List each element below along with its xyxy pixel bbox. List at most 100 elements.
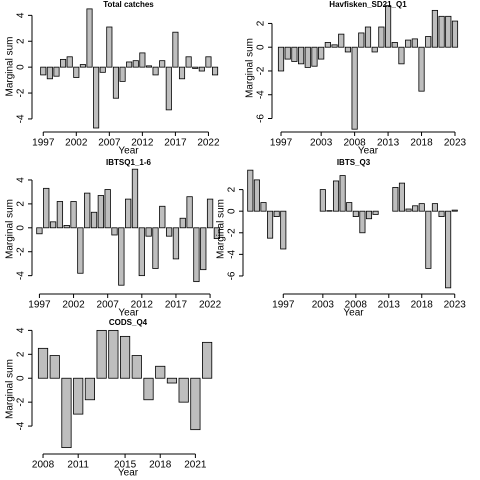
bar [63,225,70,229]
y-axis-label: Marginal sum [5,359,16,419]
bar [179,217,186,229]
bar [172,31,179,68]
bar [351,46,358,130]
bar [126,61,133,68]
bar [165,227,173,237]
bar [178,66,186,80]
bar [152,66,159,76]
x-axis-label: Year [343,308,364,319]
bar [159,60,166,68]
bar [61,377,72,449]
y-tick-label: 4 [16,327,27,333]
bar [139,52,146,68]
bar [213,227,221,239]
bar [84,192,91,229]
bar [371,46,378,53]
bar [178,377,189,403]
bar [291,46,298,62]
y-axis-label: Marginal sum [5,199,16,259]
bar [431,9,438,48]
bar [200,227,207,271]
x-tick-label: 1997 [28,300,51,311]
bar [412,205,419,212]
y-tick-label: 0 [227,208,238,214]
bar [425,210,432,269]
y-tick-label: 4 [16,177,27,183]
bar [319,189,326,212]
bar [418,203,425,212]
bar [318,46,325,60]
bar [86,8,93,68]
bar [280,210,287,250]
bar [79,64,86,68]
bar [260,202,267,212]
bar [119,66,126,82]
bar [70,201,77,229]
x-tick-label: 2018 [411,300,434,311]
bar [190,377,201,431]
y-axis-label: Marginal sum [245,38,256,98]
y-tick-label: -4 [256,90,267,99]
bar [66,56,73,68]
bar [445,15,452,48]
bar [372,210,379,215]
y-tick-label: 2 [16,201,27,207]
y-axis-label: Marginal sum [216,199,227,259]
bar [53,66,60,77]
bar [56,201,64,229]
bar [364,26,372,48]
bar [108,329,119,379]
x-tick-label: 2003 [312,300,335,311]
y-tick-label: 0 [256,44,267,50]
bar [202,341,213,379]
bar [185,56,192,68]
y-tick-label: 2 [256,20,267,26]
bar [438,210,445,217]
bar [332,180,340,212]
x-axis-label: Year [358,146,379,157]
bar [344,46,352,53]
chart-title: IBTS_Q3 [337,158,371,167]
bar [212,66,219,76]
bar [445,210,452,289]
bar [97,195,104,229]
x-axis-label: Year [118,146,139,157]
bar [145,227,152,237]
bar [365,210,373,220]
bar [99,66,106,73]
x-tick-label: 2008 [343,138,366,149]
bar [346,202,353,212]
bar [132,60,139,68]
x-tick-label: 2003 [310,138,333,149]
bar [267,210,274,239]
bar [253,179,260,212]
bar [106,26,113,68]
y-tick-label: -6 [227,271,238,280]
x-tick-label: 2002 [65,138,88,149]
y-tick-label: 2 [16,38,27,44]
x-tick-label: 2017 [164,138,187,149]
bar [339,175,346,212]
bar [384,5,392,48]
bar [143,377,154,401]
bar [451,209,458,212]
y-tick-label: 0 [16,225,27,231]
chart-title: Havfisken_SD21_Q1 [329,0,407,9]
x-tick-label: 2023 [444,300,467,311]
y-tick-label: -4 [16,114,27,123]
y-tick-label: -2 [16,247,27,256]
bar [359,210,366,234]
bar [43,187,50,229]
x-tick-label: 2013 [378,300,401,311]
bar [93,66,100,129]
bar [118,227,125,286]
bar [324,42,331,48]
bar [411,38,418,48]
bar [119,335,131,379]
bar [193,227,200,283]
bar [431,203,438,212]
bar [338,33,345,48]
bar [49,221,57,229]
bar [138,227,145,277]
bar [84,377,95,401]
